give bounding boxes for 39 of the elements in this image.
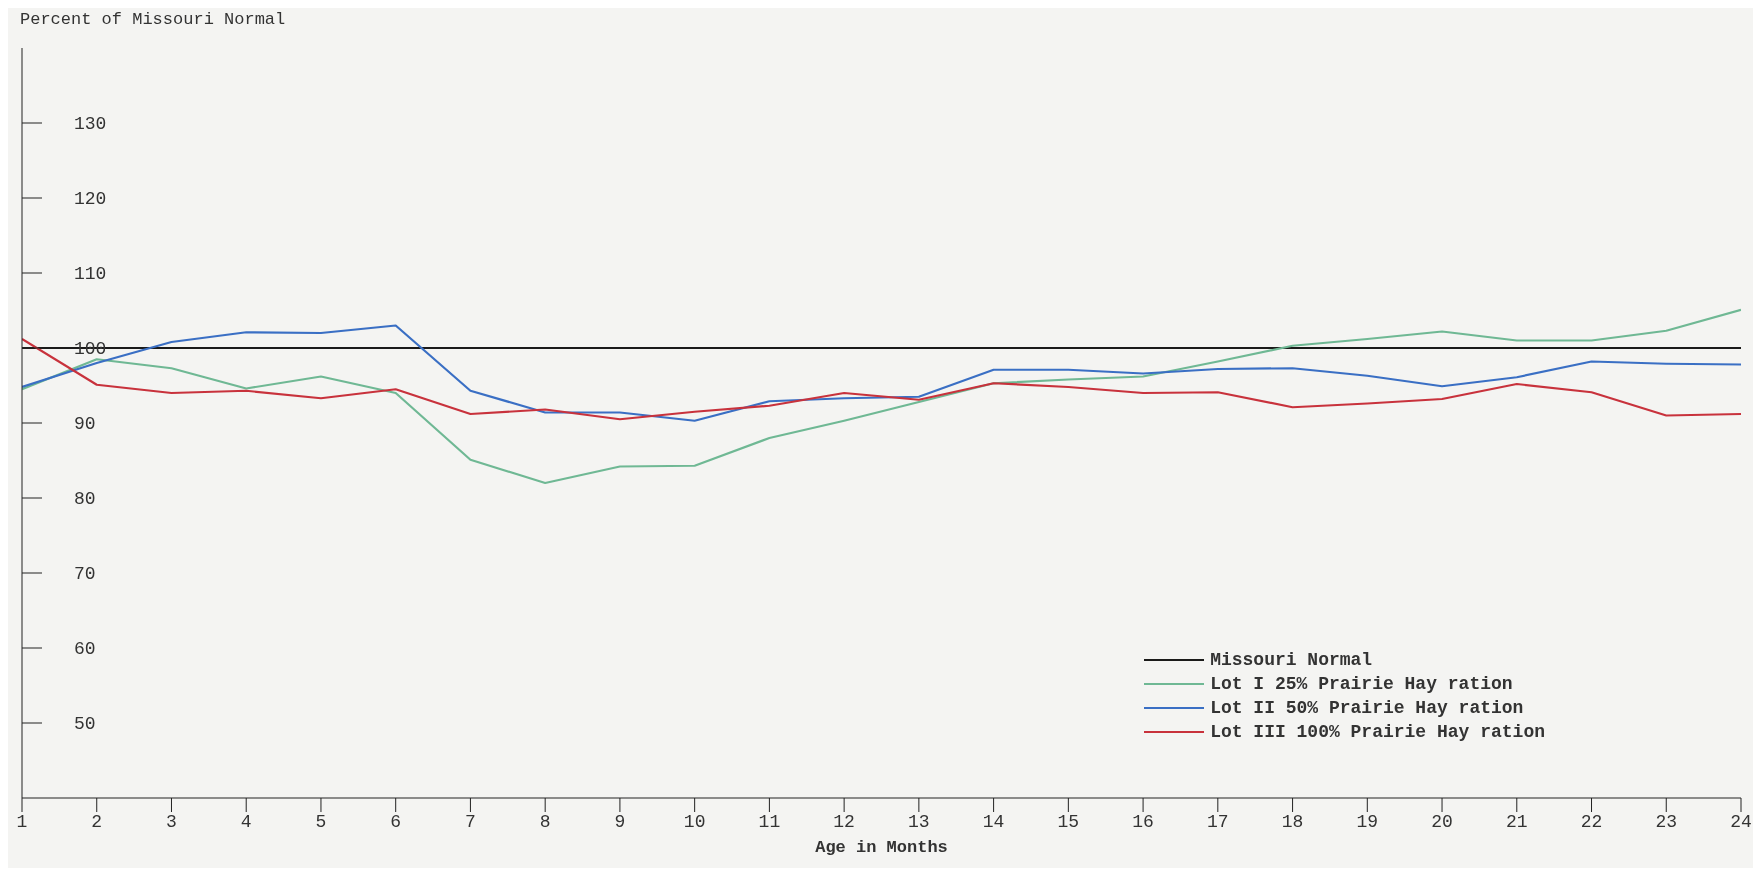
x-tick-label: 11 [758, 811, 781, 832]
x-tick-label: 7 [465, 811, 476, 832]
x-tick-label: 4 [240, 811, 252, 832]
x-tick-label: 1 [16, 811, 28, 832]
legend-label: Missouri Normal [1210, 650, 1373, 670]
y-tick-label: 120 [74, 189, 107, 210]
y-axis-title: Percent of Missouri Normal [20, 10, 286, 29]
y-tick-label: 70 [74, 564, 96, 585]
x-tick-label: 20 [1431, 811, 1453, 832]
x-tick-label: 6 [390, 811, 402, 832]
x-tick-label: 22 [1580, 811, 1603, 832]
y-tick-label: 130 [74, 114, 107, 135]
x-tick-label: 23 [1655, 811, 1678, 832]
x-tick-label: 18 [1281, 811, 1304, 832]
x-tick-label: 17 [1207, 811, 1229, 832]
line-series [22, 308, 1741, 485]
x-tick-label: 2 [91, 811, 103, 832]
x-tick-label: 12 [833, 811, 855, 832]
x-tick-label: 10 [683, 811, 706, 832]
x-tick-label: 5 [315, 811, 327, 832]
legend-label: Lot III 100% Prairie Hay ration [1210, 722, 1545, 742]
x-tick-label: 19 [1356, 811, 1379, 832]
y-tick-label: 50 [74, 714, 96, 735]
y-tick-label: 90 [74, 414, 96, 435]
x-tick-label: 9 [614, 811, 626, 832]
y-tick-label: 80 [74, 489, 96, 510]
y-tick-label: 110 [74, 264, 107, 285]
x-tick-label: 24 [1730, 811, 1752, 832]
legend-label: Lot I 25% Prairie Hay ration [1210, 674, 1513, 694]
x-tick-label: 3 [166, 811, 177, 832]
x-tick-label: 21 [1505, 811, 1528, 832]
x-tick-label: 13 [908, 811, 930, 832]
x-tick-label: 16 [1132, 811, 1154, 832]
x-tick-label: 15 [1057, 811, 1080, 832]
x-tick-label: 14 [982, 811, 1005, 832]
x-tick-label: 8 [539, 811, 551, 832]
x-axis-title: Age in Months [815, 838, 948, 857]
y-tick-label: 60 [74, 639, 96, 660]
legend-label: Lot II 50% Prairie Hay ration [1210, 698, 1524, 718]
